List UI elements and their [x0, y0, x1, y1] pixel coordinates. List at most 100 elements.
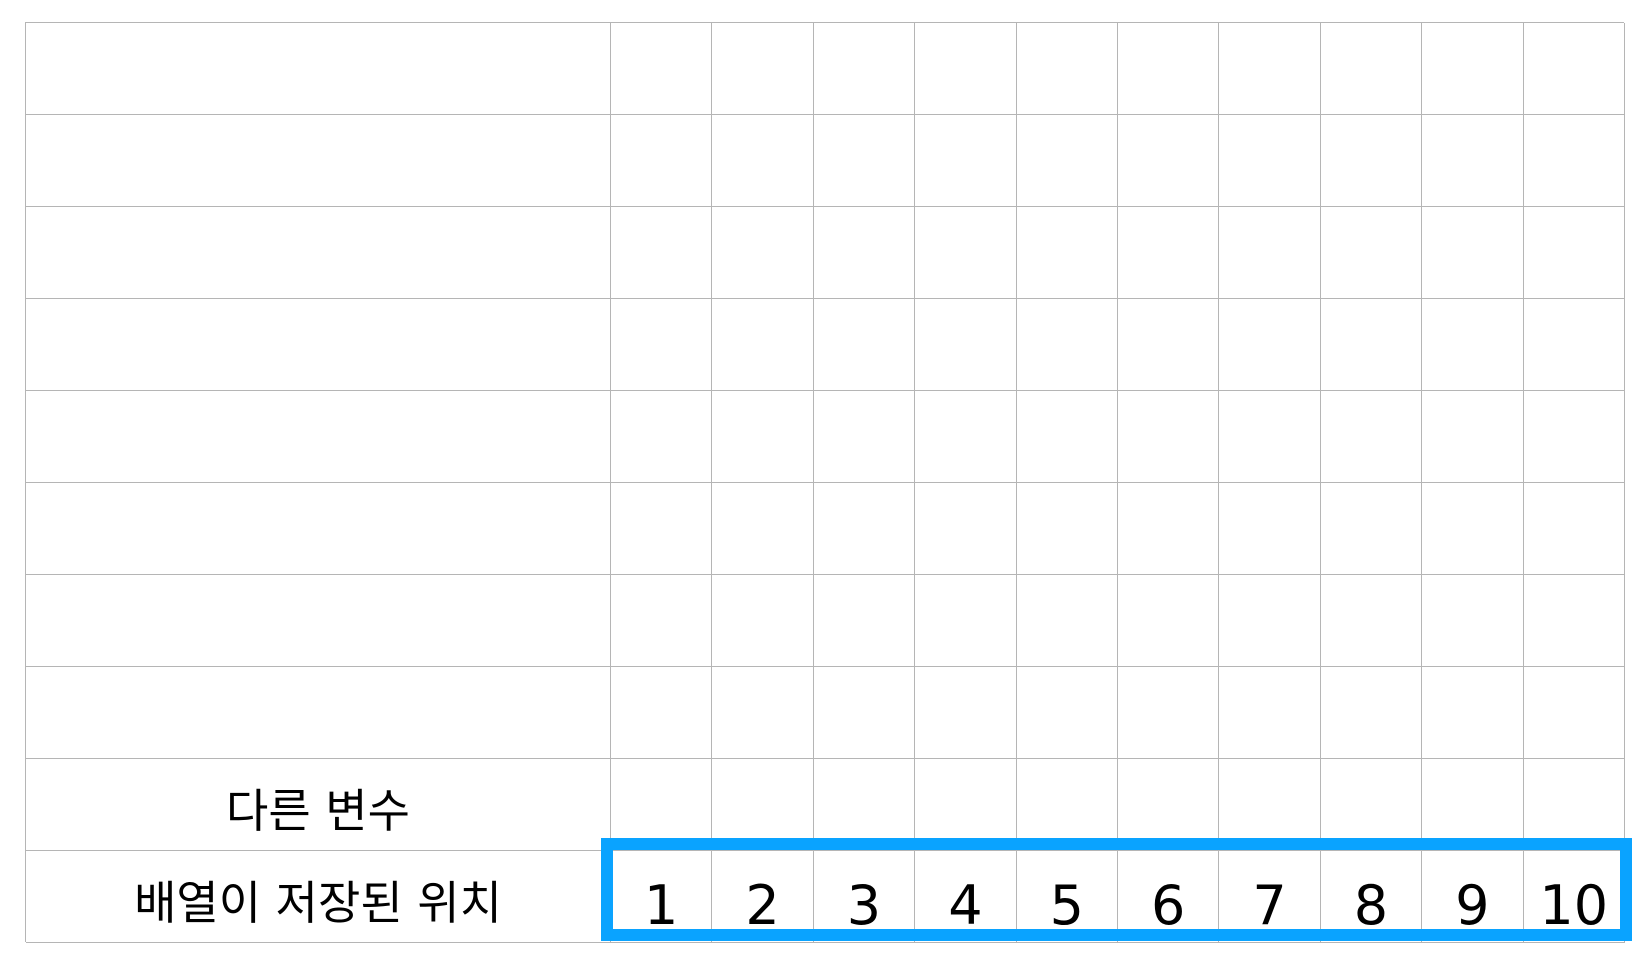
memory-cell — [1016, 391, 1118, 483]
memory-cell — [1422, 667, 1524, 759]
memory-grid: 다른 변수 배열이 저장된 위치 1 2 3 4 5 6 7 8 9 10 — [25, 22, 1625, 943]
row-label-cell — [26, 115, 611, 207]
memory-cell — [1422, 299, 1524, 391]
memory-cell — [1422, 115, 1524, 207]
memory-cell — [1523, 115, 1625, 207]
array-position-cell: 10 — [1523, 851, 1625, 943]
row-label-cell — [26, 667, 611, 759]
memory-cell — [611, 207, 713, 299]
memory-cell — [1523, 483, 1625, 575]
memory-cell — [1422, 207, 1524, 299]
memory-cell — [611, 299, 713, 391]
memory-cell — [915, 667, 1017, 759]
memory-cell — [1320, 299, 1423, 391]
memory-cell — [611, 23, 713, 115]
memory-cell — [1523, 759, 1625, 851]
memory-cell — [915, 299, 1017, 391]
memory-cell — [1523, 575, 1625, 667]
memory-cell — [1117, 115, 1220, 207]
memory-cell — [1320, 667, 1423, 759]
memory-cell — [712, 667, 814, 759]
memory-cell — [611, 391, 713, 483]
memory-cell — [813, 667, 916, 759]
memory-cell — [712, 759, 814, 851]
memory-cell — [611, 667, 713, 759]
memory-cell — [1422, 759, 1524, 851]
memory-cell — [915, 23, 1017, 115]
memory-cell — [1117, 207, 1220, 299]
memory-cell — [1523, 207, 1625, 299]
row-label-cell: 다른 변수 — [26, 759, 611, 851]
memory-cell — [1117, 759, 1220, 851]
memory-cell — [1320, 23, 1423, 115]
memory-cell — [611, 575, 713, 667]
array-position-cell: 4 — [915, 851, 1017, 943]
row-label-cell — [26, 23, 611, 115]
memory-cell — [1219, 575, 1321, 667]
memory-cell — [1219, 759, 1321, 851]
memory-cell — [712, 23, 814, 115]
memory-cell — [1422, 391, 1524, 483]
memory-cell — [712, 299, 814, 391]
array-position-cell: 6 — [1117, 851, 1220, 943]
memory-cell — [1016, 23, 1118, 115]
array-position-cell: 1 — [611, 851, 713, 943]
memory-cell — [1422, 575, 1524, 667]
memory-cell — [712, 483, 814, 575]
memory-cell — [1320, 115, 1423, 207]
row-label-cell — [26, 483, 611, 575]
memory-cell — [1219, 299, 1321, 391]
memory-cell — [1320, 207, 1423, 299]
memory-cell — [813, 483, 916, 575]
memory-cell — [1523, 667, 1625, 759]
memory-cell — [813, 575, 916, 667]
memory-cell — [1320, 759, 1423, 851]
memory-cell — [1320, 575, 1423, 667]
array-position-cell: 9 — [1422, 851, 1524, 943]
memory-cell — [1016, 667, 1118, 759]
memory-cell — [611, 759, 713, 851]
memory-cell — [1219, 23, 1321, 115]
memory-cell — [611, 483, 713, 575]
row-label-cell — [26, 575, 611, 667]
memory-cell — [1219, 483, 1321, 575]
memory-cell — [915, 759, 1017, 851]
memory-cell — [813, 391, 916, 483]
memory-cell — [712, 115, 814, 207]
memory-cell — [1016, 483, 1118, 575]
memory-cell — [1117, 299, 1220, 391]
memory-cell — [915, 483, 1017, 575]
array-position-cell: 2 — [712, 851, 814, 943]
row-label-cell — [26, 299, 611, 391]
array-position-cell: 7 — [1219, 851, 1321, 943]
memory-cell — [1422, 483, 1524, 575]
memory-cell — [1320, 391, 1423, 483]
row-label-cell: 배열이 저장된 위치 — [26, 851, 611, 943]
memory-cell — [1016, 115, 1118, 207]
row-label-cell — [26, 207, 611, 299]
memory-cell — [915, 391, 1017, 483]
memory-cell — [1016, 299, 1118, 391]
memory-cell — [1117, 483, 1220, 575]
memory-cell — [611, 115, 713, 207]
memory-cell — [1016, 207, 1118, 299]
memory-cell — [1117, 575, 1220, 667]
memory-cell — [1320, 483, 1423, 575]
memory-cell — [813, 759, 916, 851]
memory-cell — [712, 207, 814, 299]
memory-cell — [1016, 575, 1118, 667]
memory-cell — [1117, 391, 1220, 483]
memory-cell — [1117, 23, 1220, 115]
memory-cell — [813, 23, 916, 115]
memory-cell — [712, 391, 814, 483]
memory-cell — [1219, 391, 1321, 483]
memory-cell — [813, 115, 916, 207]
memory-cell — [1016, 759, 1118, 851]
memory-cell — [1422, 23, 1524, 115]
memory-cell — [712, 575, 814, 667]
memory-cell — [915, 575, 1017, 667]
memory-cell — [1219, 207, 1321, 299]
memory-cell — [1523, 391, 1625, 483]
memory-cell — [915, 207, 1017, 299]
memory-cell — [1117, 667, 1220, 759]
